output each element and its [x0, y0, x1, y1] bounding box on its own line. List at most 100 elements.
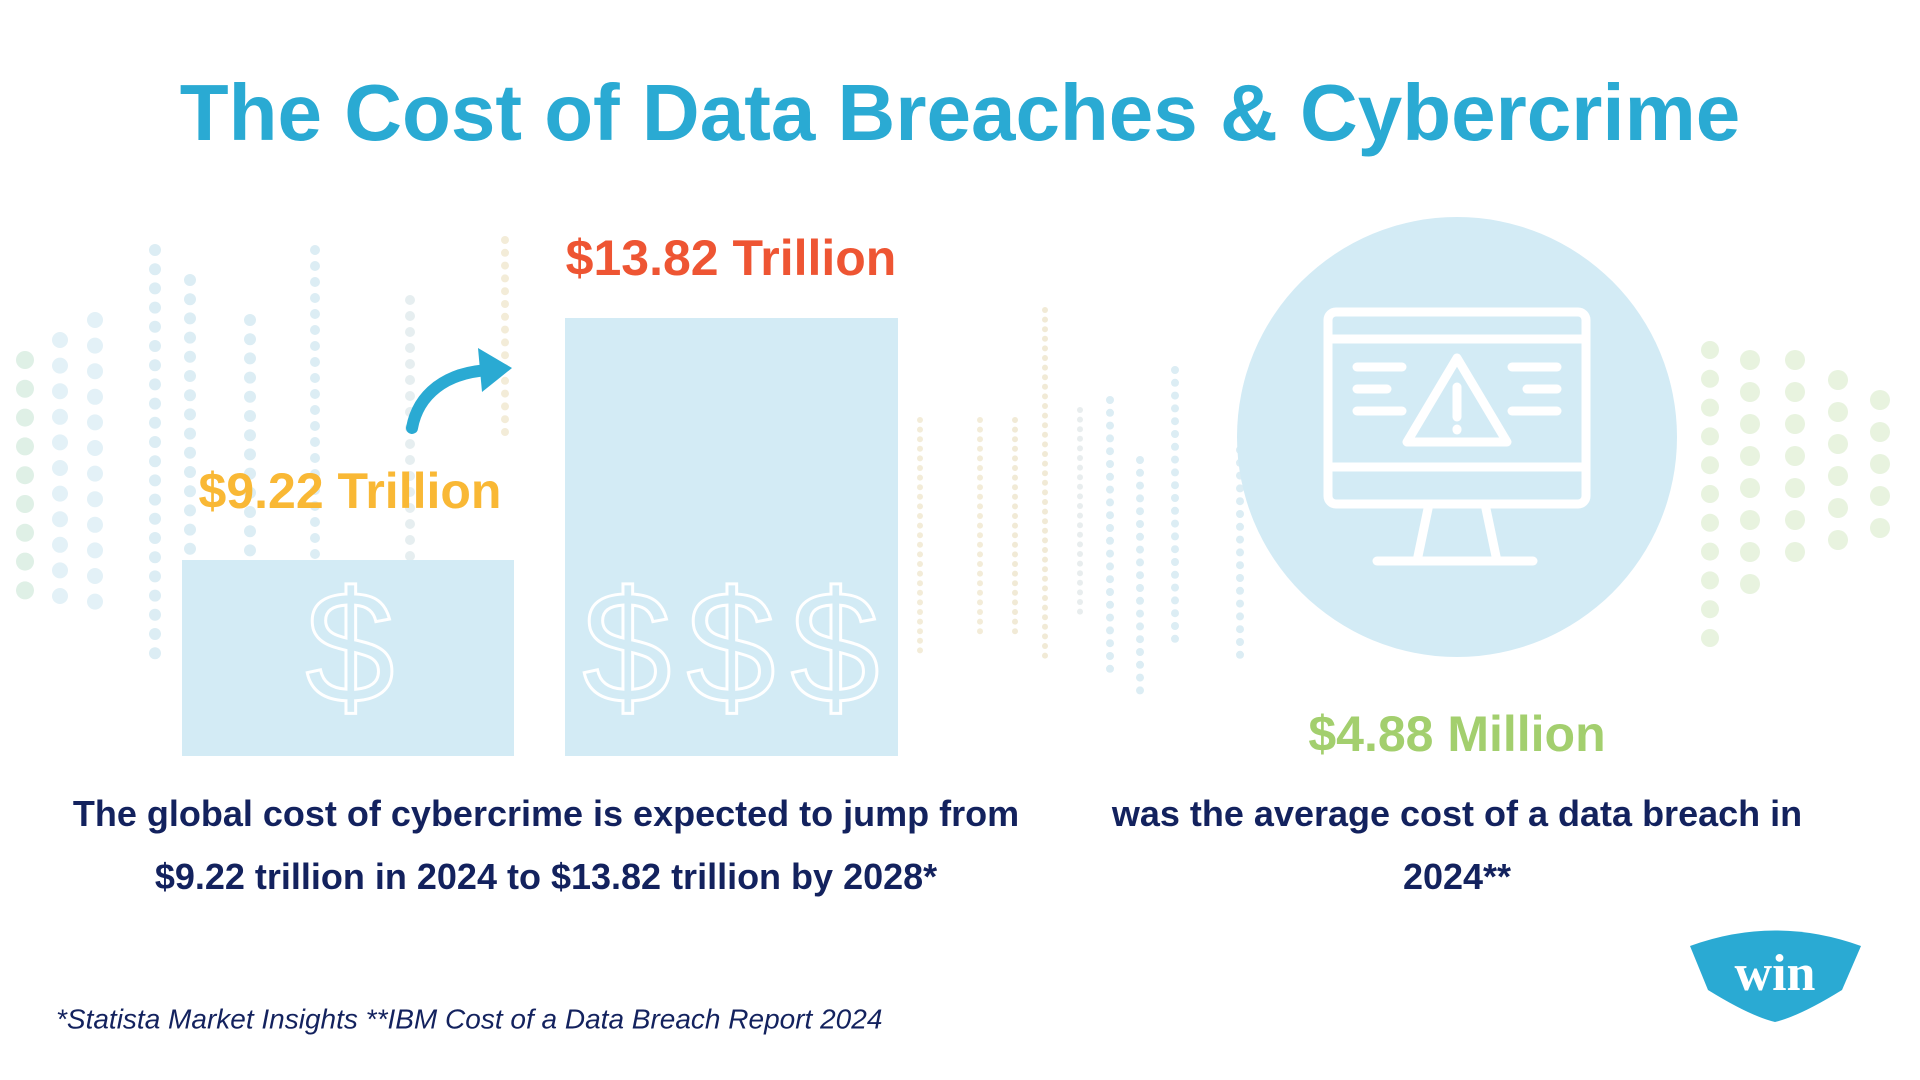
background-dot	[1136, 481, 1144, 490]
background-dot	[1236, 535, 1244, 544]
background-dot	[310, 453, 320, 463]
background-dot	[1012, 417, 1018, 423]
background-dot	[1077, 570, 1083, 577]
background-dot	[1106, 600, 1114, 609]
background-dot	[1106, 421, 1114, 430]
background-dot	[1077, 435, 1083, 442]
title: The Cost of Data Breaches & Cybercrime	[180, 68, 1741, 157]
background-dot	[405, 519, 415, 529]
background-dot	[501, 325, 509, 334]
background-dot	[405, 535, 415, 545]
background-dot	[1077, 483, 1083, 490]
background-dot	[405, 471, 415, 481]
background-dot	[1012, 513, 1018, 519]
background-dot	[1106, 588, 1114, 596]
background-dot	[1042, 460, 1048, 467]
background-dot	[310, 533, 320, 543]
background-dot	[917, 445, 923, 452]
background-dot	[1171, 391, 1179, 400]
background-dot	[917, 551, 923, 558]
background-dot	[149, 359, 161, 372]
background-dot	[310, 357, 320, 367]
background-dot	[149, 282, 161, 295]
background-dot	[52, 588, 68, 604]
background-dot	[244, 314, 256, 326]
background-dot	[917, 570, 923, 577]
background-dot	[52, 562, 68, 579]
background-dot	[184, 331, 196, 344]
background-dot	[1828, 466, 1848, 486]
background-dot	[405, 503, 415, 513]
background-dot	[1106, 485, 1114, 494]
background-dot	[917, 599, 923, 606]
background-dot	[405, 295, 415, 305]
background-dot	[16, 581, 34, 600]
background-dot	[310, 245, 320, 255]
background-dot	[1171, 545, 1179, 554]
background-dot	[1171, 378, 1179, 387]
background-dot	[917, 493, 923, 500]
background-dot	[149, 570, 161, 583]
background-dot	[16, 437, 34, 456]
background-dot	[977, 532, 983, 539]
background-dot	[977, 503, 983, 510]
background-dot	[310, 437, 320, 447]
background-dot	[1077, 551, 1083, 557]
background-dot	[1042, 479, 1048, 486]
background-dot	[1701, 513, 1719, 532]
background-dot	[149, 608, 161, 621]
background-dot	[52, 485, 68, 502]
background-dot	[405, 439, 415, 449]
background-dot	[1171, 442, 1179, 451]
background-dot	[1785, 542, 1805, 562]
background-dot	[1236, 586, 1244, 595]
background-dot	[1236, 561, 1244, 570]
background-dot	[310, 325, 320, 335]
footnote: *Statista Market Insights **IBM Cost of …	[56, 1003, 882, 1034]
background-dot	[1042, 326, 1048, 333]
background-dot	[977, 541, 983, 548]
background-dot	[1136, 507, 1144, 516]
background-dot	[310, 309, 320, 319]
background-dot	[310, 549, 320, 559]
background-dot	[149, 628, 161, 640]
background-dot	[501, 338, 509, 347]
background-dot	[1077, 541, 1083, 548]
background-dot	[1236, 484, 1244, 493]
background-dot	[1236, 510, 1244, 518]
background-dot	[52, 383, 68, 400]
background-dot	[1171, 583, 1179, 592]
background-dot	[1136, 494, 1144, 503]
background-dot	[184, 466, 196, 478]
background-dot	[16, 466, 34, 485]
background-dot	[1077, 531, 1083, 538]
background-dot	[1042, 499, 1048, 505]
background-dot	[1106, 408, 1114, 417]
background-dot	[1106, 549, 1114, 558]
background-dot	[16, 351, 34, 369]
background-dot	[977, 426, 983, 433]
background-dot	[1012, 580, 1018, 587]
background-dot	[1870, 390, 1890, 410]
background-dot	[405, 327, 415, 337]
monitor-icon	[1323, 307, 1591, 566]
background-dot	[184, 370, 196, 382]
current-label: $9.22 Trillion	[199, 463, 502, 519]
background-dot	[1042, 441, 1048, 448]
background-dot	[1136, 558, 1144, 567]
background-dot	[87, 465, 103, 482]
background-dot	[1136, 520, 1144, 528]
background-dot	[501, 300, 509, 308]
background-dot	[1012, 618, 1018, 625]
background-dot	[310, 261, 320, 271]
background-dot	[977, 609, 983, 615]
background-dot	[1042, 508, 1048, 515]
background-dot	[149, 474, 161, 487]
background-dot	[1136, 468, 1144, 477]
background-dot	[1012, 455, 1018, 462]
background-dot	[149, 340, 161, 352]
background-dot	[1042, 585, 1048, 592]
background-dot	[1042, 422, 1048, 429]
background-dot	[149, 493, 161, 506]
background-dot	[52, 536, 68, 553]
